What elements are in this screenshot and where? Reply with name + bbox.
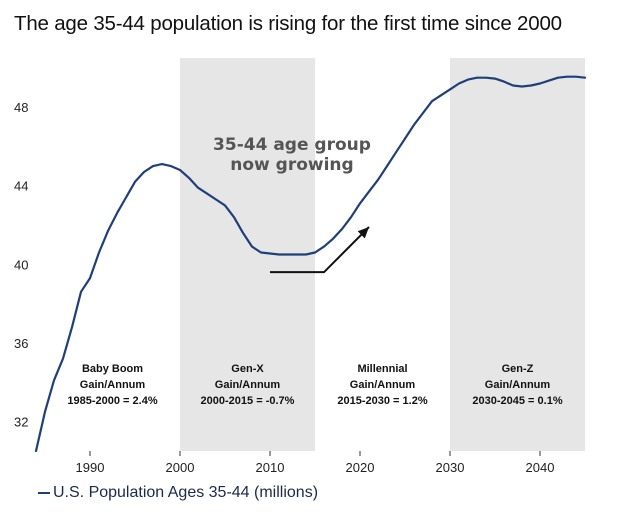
era-label-1-line-0: Millennial <box>357 363 407 375</box>
chart-title: The age 35-44 population is rising for t… <box>14 12 562 35</box>
era-labels: Baby Boom Gain/Annum 1985-2000 = 2.4% Mille… <box>67 363 562 407</box>
arrow-shaft <box>270 226 370 274</box>
y-tick-label: 36 <box>14 336 28 351</box>
era-label-1-line-2: 2015-2030 = 1.2% <box>337 395 427 407</box>
era-label-0-line-0: Baby Boom <box>82 363 143 375</box>
growth-arrow <box>270 226 370 274</box>
era-label-2-line-0: Gen-X <box>231 363 264 375</box>
era-label-3-line-2: 2030-2045 = 0.1% <box>472 395 562 407</box>
y-axis-ticks: 32 36 40 44 48 <box>14 100 28 429</box>
shaded-periods <box>180 58 585 451</box>
arrow-head <box>357 226 369 239</box>
legend-label: U.S. Population Ages 35-44 (millions) <box>53 484 319 501</box>
x-tick-label: 2000 <box>166 460 195 475</box>
series-line-0 <box>34 75 587 453</box>
era-label-0-line-1: Gain/Annum <box>80 379 146 391</box>
y-tick-label: 40 <box>14 257 28 272</box>
annotation-line-0: 35-44 age group <box>213 135 371 155</box>
x-tick-label: 2040 <box>526 460 555 475</box>
legend: U.S. Population Ages 35-44 (millions) <box>38 484 318 502</box>
era-label-2-line-1: Gain/Annum <box>215 379 281 391</box>
x-tick-label: 2020 <box>346 460 375 475</box>
era-label-2-line-2: 2000-2015 = -0.7% <box>201 395 295 407</box>
legend-swatch <box>38 491 50 494</box>
x-axis-ticks: 1990 2000 2010 2020 2030 2040 <box>76 451 555 475</box>
y-tick-label: 32 <box>14 415 28 430</box>
x-tick-label: 2030 <box>436 460 465 475</box>
era-label-3-line-1: Gain/Annum <box>485 379 551 391</box>
y-tick-label: 48 <box>14 100 28 115</box>
era-label-1-line-1: Gain/Annum <box>350 379 416 391</box>
annotation-line-1: now growing <box>230 155 353 175</box>
era-label-3-line-0: Gen-Z <box>502 363 534 375</box>
era-label-0-line-2: 1985-2000 = 2.4% <box>67 395 157 407</box>
y-tick-label: 44 <box>14 179 28 194</box>
series-lines <box>34 75 587 453</box>
shaded-period-1 <box>450 58 585 451</box>
x-tick-label: 2010 <box>256 460 285 475</box>
axes: 32 36 40 44 48 1990 2000 2010 2020 2030 2040 <box>14 100 554 475</box>
x-tick-label: 1990 <box>76 460 105 475</box>
